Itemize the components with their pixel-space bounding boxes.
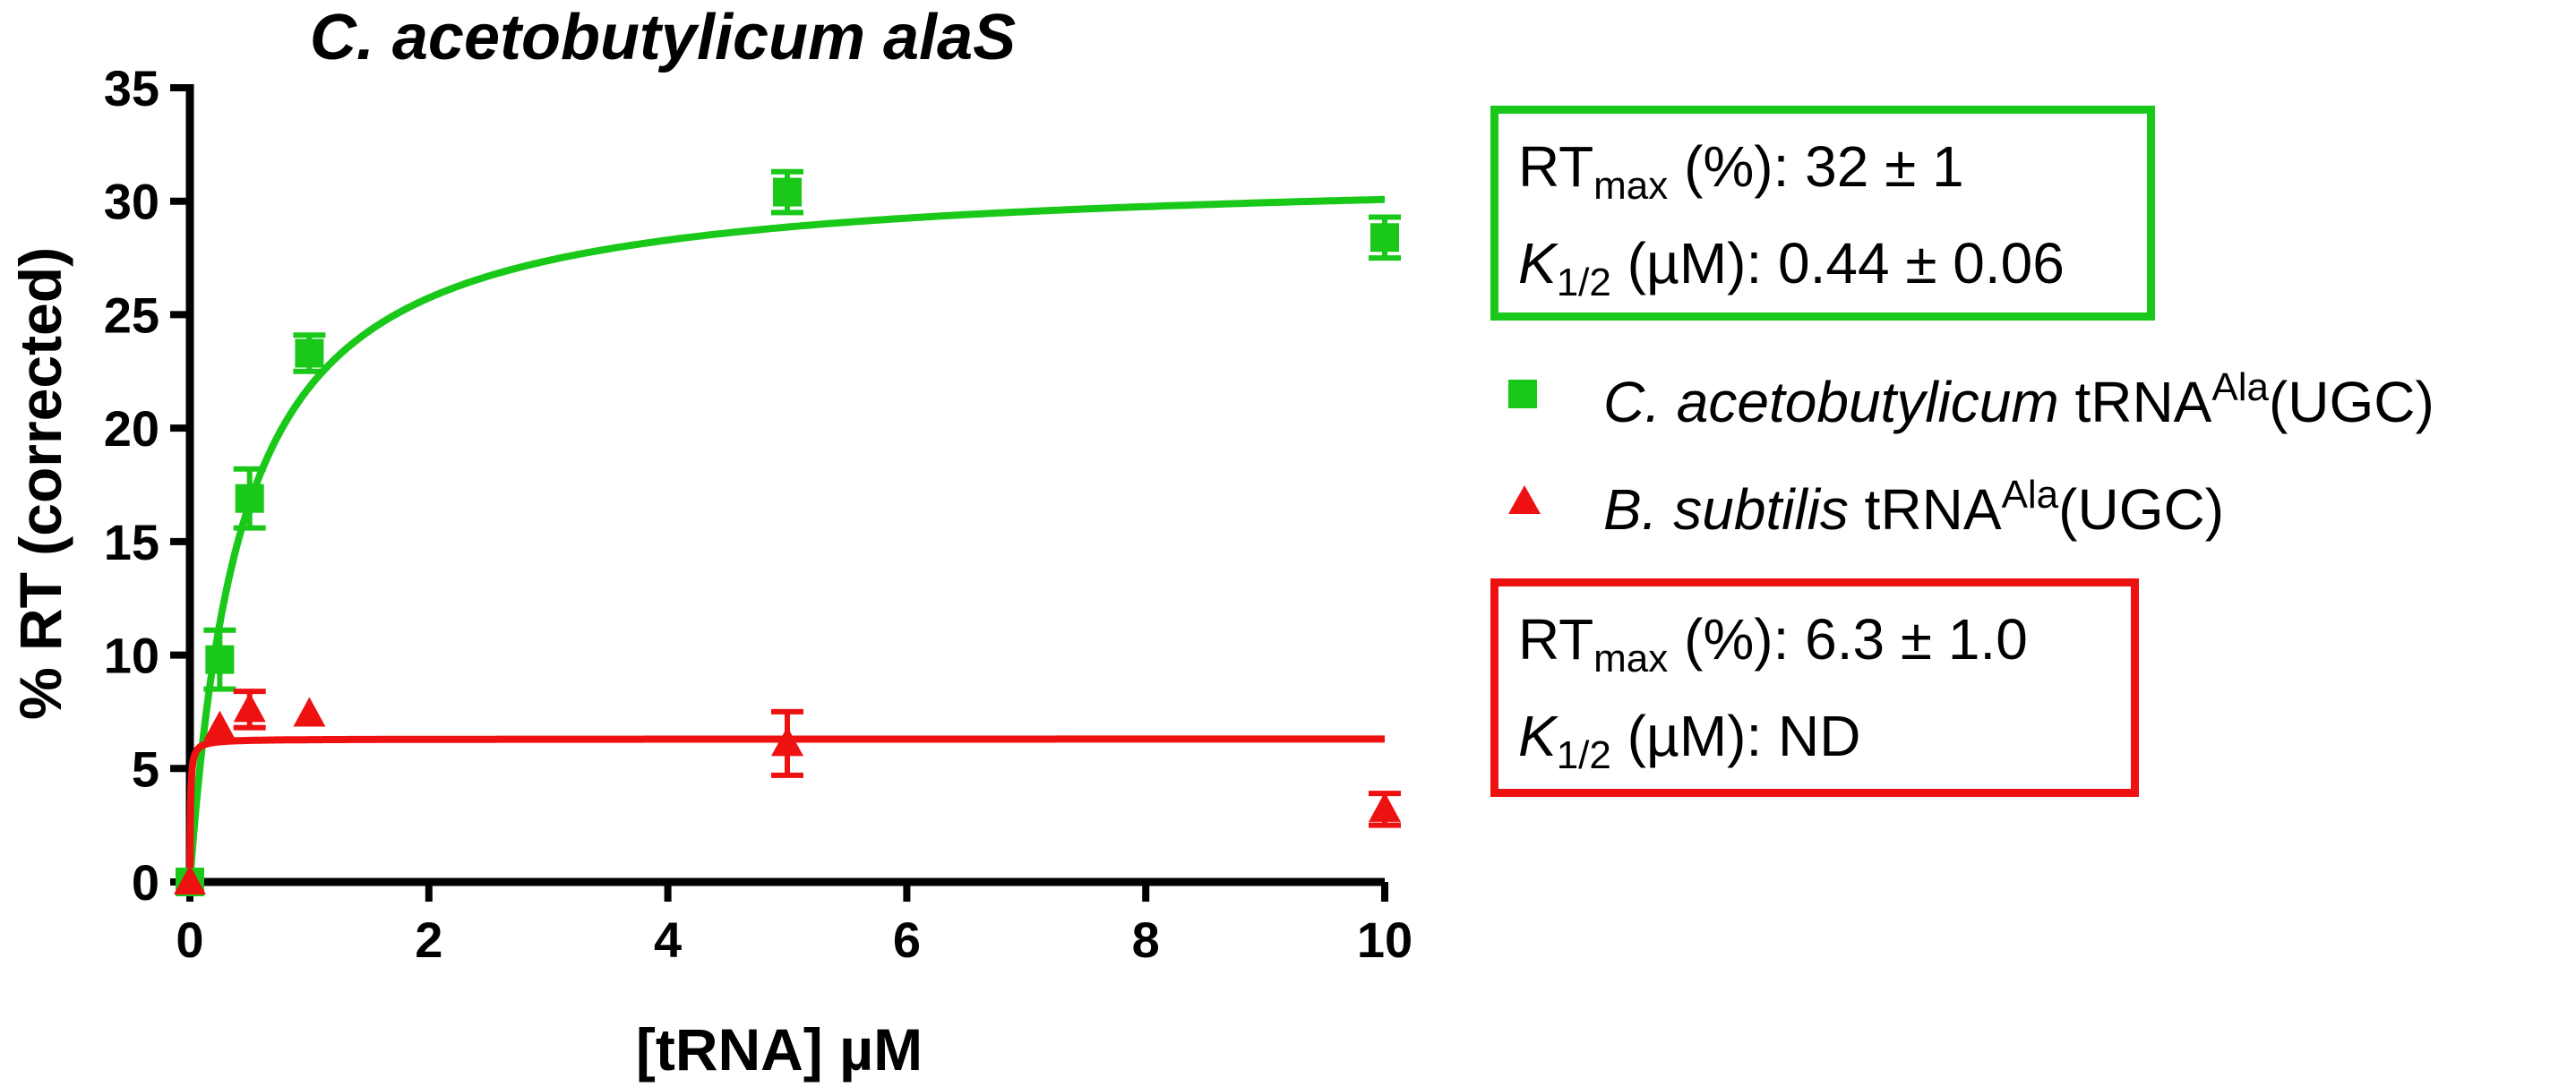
data-point-triangle — [203, 710, 236, 740]
legend-item-b-subtilis: B. subtilis tRNAAla(UGC) — [1505, 466, 2571, 546]
data-points — [174, 168, 1401, 896]
annotation-khalf: K1/2 (µM): ND — [1518, 704, 1861, 777]
axes: 0 2 4 6 8 10 0 5 10 15 20 25 30 35 — [104, 60, 1413, 968]
y-tick-label: 25 — [104, 287, 159, 343]
data-point-square — [295, 338, 324, 368]
x-tick-label: 6 — [893, 912, 921, 968]
data-point-triangle — [233, 692, 266, 723]
legend: C. acetobutylicum tRNAAla(UGC) B. subtil… — [1505, 358, 2571, 555]
data-point-square — [773, 177, 802, 207]
y-tick-label: 10 — [104, 628, 159, 684]
x-tick-label: 2 — [415, 912, 442, 968]
data-point-triangle — [293, 697, 326, 727]
annotation-rtmax: RTmax (%): 6.3 ± 1.0 — [1518, 607, 2028, 680]
y-tick-label: 0 — [132, 854, 159, 911]
fit-curve-b-subtilis — [186, 735, 1385, 882]
legend-square-marker — [1508, 380, 1537, 408]
x-axis-label: [tRNA] µM — [636, 1016, 923, 1083]
legend-triangle-marker — [1508, 485, 1541, 514]
x-tick-label: 0 — [176, 912, 203, 968]
chart-title: C. acetobutylicum alaS — [310, 2, 1016, 73]
data-point-triangle — [1369, 792, 1401, 822]
legend-label-italic: C. acetobutylicum — [1603, 370, 2059, 434]
data-point-square — [205, 645, 235, 674]
legend-label-italic: B. subtilis — [1603, 477, 1849, 542]
data-point-triangle — [771, 726, 803, 757]
annotation-box-green: RTmax (%): 32 ± 1 K1/2 (µM): 0.44 ± 0.06 — [1490, 106, 2155, 321]
y-tick-label: 30 — [104, 174, 159, 230]
data-point-square — [235, 484, 264, 513]
data-point-square — [1370, 223, 1399, 252]
y-axis-label: % RT (corrected) — [7, 247, 73, 720]
y-tick-label: 20 — [104, 400, 159, 457]
x-tick-label: 10 — [1357, 912, 1413, 968]
fit-curves — [186, 195, 1386, 883]
y-tick-label: 5 — [132, 740, 159, 797]
annotation-rtmax: RTmax (%): 32 ± 1 — [1518, 134, 1964, 208]
y-tick-label: 35 — [104, 60, 159, 116]
legend-item-c-acetobutylicum: C. acetobutylicum tRNAAla(UGC) — [1505, 358, 2571, 439]
fit-curve-c-acetobutylicum — [186, 195, 1386, 883]
x-tick-label: 4 — [654, 912, 682, 968]
data-point-triangle — [174, 865, 206, 894]
annotation-box-red: RTmax (%): 6.3 ± 1.0 K1/2 (µM): ND — [1490, 578, 2139, 797]
annotation-khalf: K1/2 (µM): 0.44 ± 0.06 — [1518, 231, 2065, 304]
x-tick-label: 8 — [1132, 912, 1160, 968]
y-tick-label: 15 — [104, 514, 159, 570]
